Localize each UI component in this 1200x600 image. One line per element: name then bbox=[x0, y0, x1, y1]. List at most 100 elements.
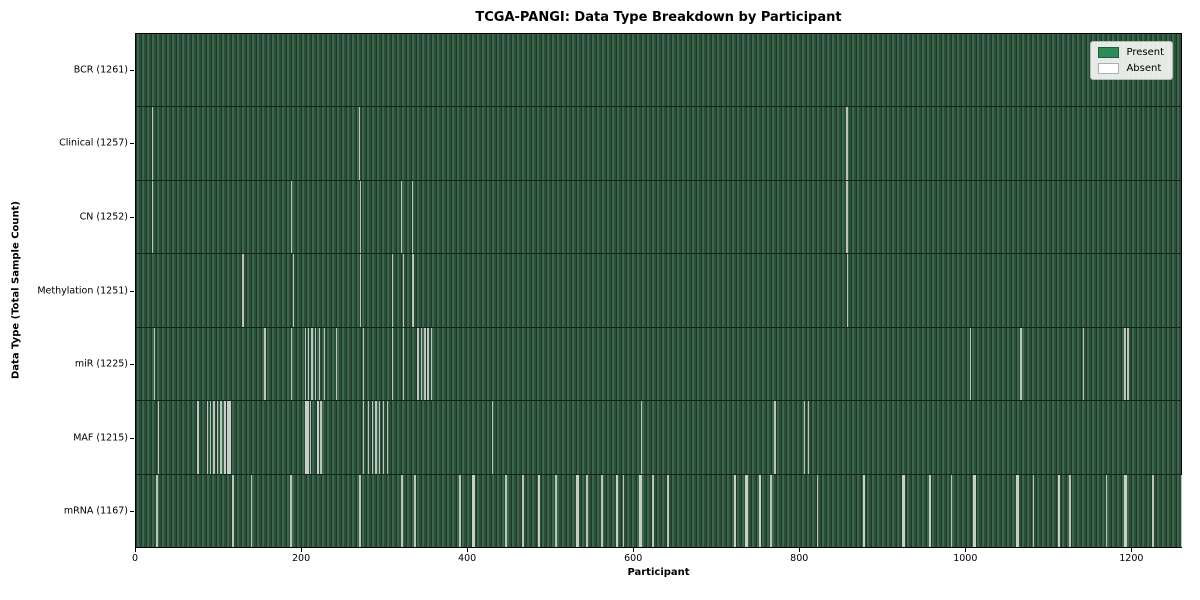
absent-stripe bbox=[1127, 327, 1130, 401]
legend-entry-present: Present bbox=[1098, 47, 1164, 58]
absent-stripe bbox=[950, 474, 953, 547]
absent-stripe bbox=[250, 474, 253, 547]
present-swatch-icon bbox=[1098, 47, 1120, 58]
absent-stripe bbox=[1124, 474, 1127, 547]
absent-stripe bbox=[371, 401, 373, 474]
legend-label: Present bbox=[1126, 47, 1164, 58]
x-tick bbox=[301, 548, 303, 552]
x-tick-label: 0 bbox=[131, 553, 139, 564]
absent-stripe bbox=[1105, 474, 1108, 547]
absent-stripe bbox=[320, 401, 322, 474]
absent-stripe bbox=[424, 327, 426, 401]
absent-stripe bbox=[375, 401, 377, 474]
y-tick bbox=[130, 216, 134, 218]
x-tick bbox=[467, 548, 469, 552]
absent-stripe bbox=[667, 474, 670, 547]
x-tick bbox=[965, 548, 967, 552]
absent-stripe bbox=[1057, 474, 1061, 547]
absent-stripe bbox=[639, 474, 642, 547]
absent-stripe bbox=[263, 327, 266, 401]
x-tick-label: 200 bbox=[291, 553, 311, 564]
absent-stripe bbox=[1180, 474, 1182, 547]
heatmap-rows bbox=[136, 34, 1182, 547]
absent-stripe bbox=[227, 401, 231, 474]
absent-stripe bbox=[292, 254, 295, 327]
absent-stripe bbox=[846, 254, 849, 327]
absent-stripe bbox=[358, 107, 360, 180]
absent-stripe bbox=[242, 254, 244, 327]
absent-stripe bbox=[291, 327, 293, 401]
absent-stripe bbox=[417, 327, 420, 401]
heatmap-row-mir bbox=[136, 326, 1181, 401]
absent-stripe bbox=[155, 474, 158, 547]
heatmap-row-mrna bbox=[136, 473, 1182, 547]
heatmap-row-bcr bbox=[136, 34, 1181, 107]
absent-stripe bbox=[522, 474, 524, 547]
y-tick bbox=[130, 69, 134, 71]
absent-stripe bbox=[555, 474, 557, 547]
y-tick-label: Methylation (1251) bbox=[37, 285, 128, 296]
absent-stripe bbox=[362, 401, 365, 474]
absent-stripe bbox=[1069, 474, 1071, 547]
legend-label: Absent bbox=[1126, 63, 1162, 74]
x-tick-label: 1000 bbox=[953, 553, 978, 564]
absent-stripe bbox=[232, 474, 234, 547]
absent-stripe bbox=[640, 401, 642, 474]
chart-title: TCGA-PANGI: Data Type Breakdown by Parti… bbox=[475, 10, 842, 25]
absent-stripe bbox=[386, 401, 389, 474]
y-tick bbox=[130, 143, 134, 145]
absent-stripe bbox=[304, 327, 307, 401]
absent-stripe bbox=[360, 180, 362, 254]
absent-stripe bbox=[336, 327, 338, 401]
absent-stripe bbox=[402, 254, 404, 327]
absent-stripe bbox=[505, 474, 508, 547]
absent-stripe bbox=[807, 401, 809, 474]
legend-entry-absent: Absent bbox=[1098, 63, 1164, 74]
absent-stripe bbox=[804, 401, 806, 474]
absent-stripe bbox=[862, 474, 865, 547]
x-tick bbox=[135, 548, 136, 552]
absent-stripe bbox=[472, 474, 475, 547]
absent-stripe bbox=[430, 327, 433, 401]
absent-stripe bbox=[400, 180, 402, 254]
absent-stripe bbox=[305, 401, 309, 474]
absent-stripe bbox=[213, 401, 215, 474]
absent-stripe bbox=[154, 327, 156, 401]
absent-stripe bbox=[206, 401, 209, 474]
y-tick-label: mRNA (1167) bbox=[63, 505, 128, 517]
y-tick-label: Clinical (1257) bbox=[59, 137, 128, 149]
x-tick-label: 400 bbox=[458, 553, 477, 564]
absent-stripe bbox=[1082, 327, 1085, 401]
x-axis-label: Participant bbox=[627, 567, 690, 578]
absent-stripe bbox=[151, 107, 153, 180]
absent-stripe bbox=[774, 401, 777, 474]
absent-stripe bbox=[307, 327, 309, 401]
absent-stripe bbox=[391, 254, 393, 327]
x-tick bbox=[633, 548, 635, 552]
absent-stripe bbox=[379, 401, 381, 474]
absent-stripe bbox=[317, 401, 320, 474]
absent-stripe bbox=[537, 474, 541, 547]
absent-stripe bbox=[427, 327, 429, 401]
absent-stripe bbox=[323, 327, 326, 401]
x-tick-label: 800 bbox=[790, 553, 809, 564]
absent-stripe bbox=[1016, 474, 1019, 547]
absent-stripe bbox=[412, 254, 415, 327]
y-tick bbox=[130, 437, 134, 439]
absent-stripe bbox=[400, 474, 403, 547]
y-tick-label: MAF (1215) bbox=[73, 432, 128, 444]
y-tick-label: BCR (1261) bbox=[73, 64, 128, 76]
x-tick-label: 1200 bbox=[1119, 553, 1144, 564]
x-tick bbox=[799, 548, 801, 552]
y-tick-label: CN (1252) bbox=[79, 211, 128, 223]
absent-stripe bbox=[902, 474, 905, 547]
y-tick bbox=[130, 290, 134, 292]
absent-stripe bbox=[315, 327, 317, 401]
absent-stripe bbox=[928, 474, 932, 547]
absent-stripe bbox=[311, 327, 313, 401]
absent-stripe bbox=[224, 401, 227, 474]
absent-stripe bbox=[420, 327, 422, 401]
absent-stripe bbox=[1152, 474, 1154, 547]
absent-stripe bbox=[411, 180, 414, 254]
